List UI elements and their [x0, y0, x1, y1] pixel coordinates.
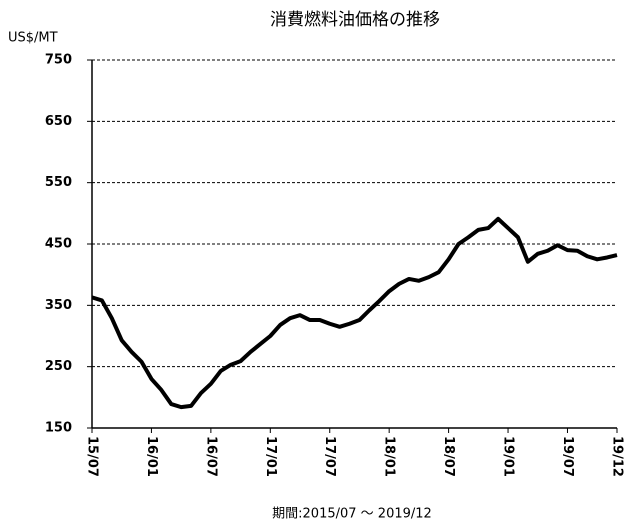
x-tick-label: 18/01: [382, 436, 397, 477]
x-tick-label: 17/07: [322, 436, 337, 477]
y-tick-label: 650: [45, 114, 72, 129]
data-line: [91, 216, 618, 410]
y-tick-label: 750: [45, 53, 72, 68]
footer: 期間:2015/07 ～ 2019/12: [272, 507, 432, 522]
x-tick-label: 19/12: [610, 436, 625, 477]
x-tick-label: 19/07: [560, 436, 575, 477]
y-tick-label: 450: [45, 237, 72, 252]
x-tick-label: 15/07: [85, 436, 100, 477]
x-tick-label: 16/01: [144, 436, 159, 477]
x-tick-label: 19/01: [501, 436, 516, 477]
y-axis-label: US$/MT: [8, 31, 58, 46]
x-tick-label: 18/07: [441, 436, 456, 477]
x-tick-label: 17/01: [263, 436, 278, 477]
y-tick-label: 550: [45, 175, 72, 190]
y-tick-label: 150: [45, 421, 72, 436]
y-tick-label: 350: [45, 298, 72, 313]
chart-title: 消費燃料油価格の推移: [270, 10, 440, 30]
y-tick-label: 250: [45, 359, 72, 374]
x-tick-label: 16/07: [203, 436, 218, 477]
